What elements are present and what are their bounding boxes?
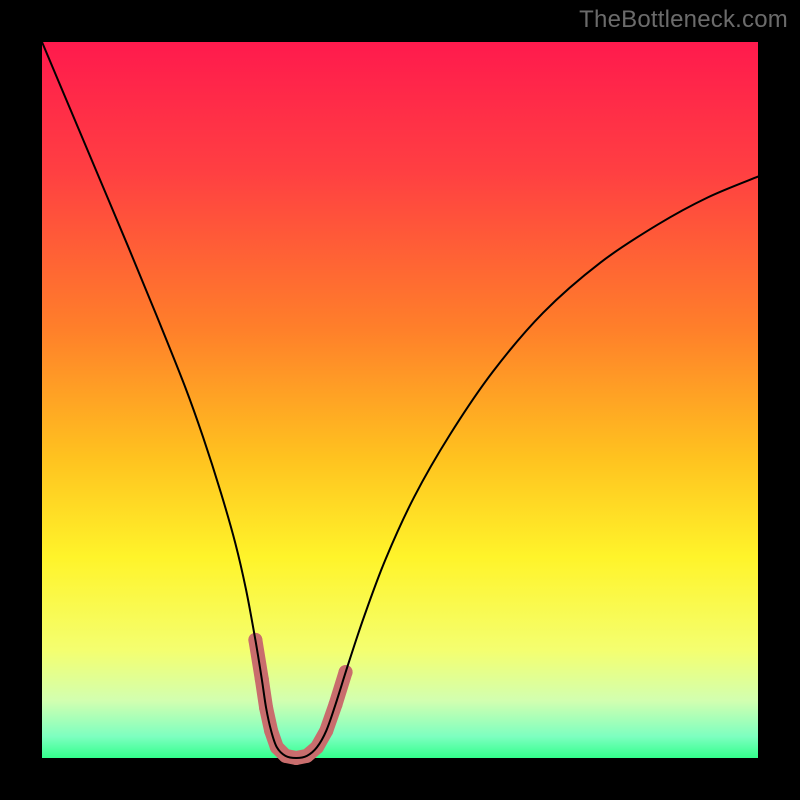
- plot-background: [42, 42, 758, 758]
- watermark-text: TheBottleneck.com: [579, 6, 788, 34]
- chart-svg: [0, 0, 800, 800]
- chart-frame: TheBottleneck.com: [0, 0, 800, 800]
